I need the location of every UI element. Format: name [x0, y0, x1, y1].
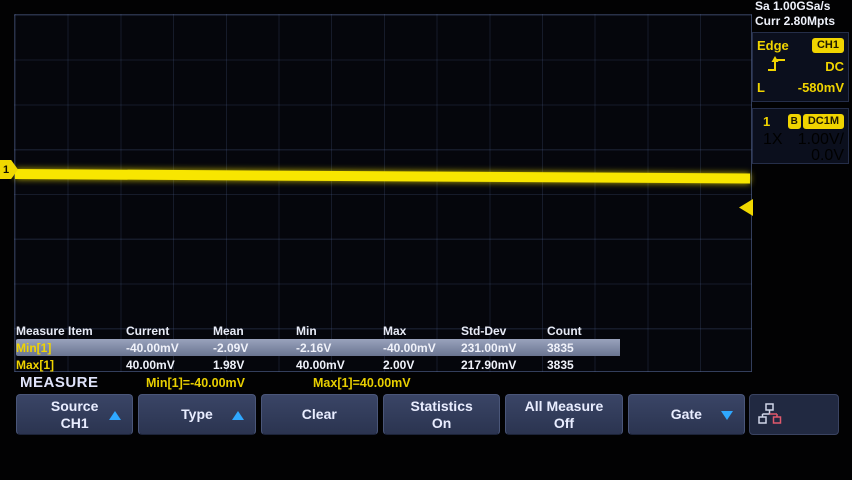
cell-count: 3835 — [547, 340, 574, 355]
col-current: Current — [126, 323, 170, 338]
cell-min: 40.00mV — [296, 357, 345, 372]
col-mean: Mean — [213, 323, 244, 338]
bandwidth-limit-badge: B — [787, 114, 801, 129]
trigger-level-value: -580mV — [797, 80, 844, 95]
gate-button[interactable]: Gate — [627, 394, 745, 435]
channel1-status-panel[interactable]: 1 B DC1M 1X 1.00V/ 0.0V — [752, 108, 849, 164]
softkey-menu-row: Source CH1 Type Clear Statistics On All … — [16, 394, 745, 435]
button-value: CH1 — [60, 414, 89, 431]
down-arrow-icon — [720, 410, 733, 420]
type-button[interactable]: Type — [138, 394, 256, 435]
sample-rate-readout: Sa 1.00GSa/s — [755, 0, 831, 13]
cell-stddev: 231.00mV — [461, 340, 517, 355]
volts-per-div-readout: 1.00V/ — [797, 131, 844, 148]
button-label: Type — [181, 406, 213, 423]
cell-stddev: 217.90mV — [461, 357, 517, 372]
table-row-min1[interactable]: Min[1] -40.00mV -2.09V -2.16V -40.00mV 2… — [16, 339, 750, 356]
waveform-graticule — [14, 14, 752, 372]
cell-mean: 1.98V — [213, 357, 245, 372]
trigger-coupling-label: DC — [825, 59, 844, 74]
channel-coupling-badge: DC1M — [802, 114, 844, 129]
button-label: Source — [50, 397, 99, 414]
col-max: Max — [383, 323, 407, 338]
measure-menu-bar: MEASURE Min[1]=-40.00mV Max[1]=40.00mV — [16, 374, 750, 393]
up-arrow-icon — [231, 410, 244, 420]
cell-max: -40.00mV — [383, 340, 436, 355]
button-value: Off — [553, 414, 575, 431]
button-label: Statistics — [410, 397, 473, 414]
source-button[interactable]: Source CH1 — [16, 394, 134, 435]
row-label: Min[1] — [16, 340, 52, 355]
table-row-max1[interactable]: Max[1] 40.00mV 1.98V 40.00mV 2.00V 217.9… — [16, 356, 750, 373]
clear-button[interactable]: Clear — [260, 394, 378, 435]
measure-summary-max: Max[1]=40.00mV — [313, 376, 411, 390]
table-header-row: Measure Item Current Mean Min Max Std-De… — [16, 322, 750, 339]
measure-summary-min: Min[1]=-40.00mV — [146, 376, 245, 390]
measure-statistics-table: Measure Item Current Mean Min Max Std-De… — [16, 322, 750, 373]
up-arrow-icon — [109, 410, 122, 420]
channel-offset-readout: 0.0V — [811, 146, 844, 164]
button-value: On — [431, 414, 452, 431]
statistics-button[interactable]: Statistics On — [382, 394, 501, 435]
trigger-status-panel[interactable]: Edge CH1 DC L -580mV — [752, 32, 849, 102]
button-label: Clear — [301, 406, 337, 423]
cell-mean: -2.09V — [213, 340, 249, 355]
trigger-level-label: L — [757, 80, 765, 95]
cell-current: -40.00mV — [126, 340, 179, 355]
ch1-position-marker[interactable]: 1 — [0, 160, 18, 179]
rising-edge-icon — [767, 55, 787, 78]
button-label: All Measure — [524, 397, 604, 414]
cell-min: -2.16V — [296, 340, 332, 355]
col-count: Count — [547, 323, 582, 338]
col-min: Min — [296, 323, 317, 338]
cell-count: 3835 — [547, 357, 574, 372]
col-stddev: Std-Dev — [461, 323, 507, 338]
button-label: Gate — [670, 406, 702, 423]
cell-max: 2.00V — [383, 357, 415, 372]
channel-number-label: 1 — [763, 114, 771, 129]
memory-depth-readout: Curr 2.80Mpts — [755, 14, 836, 28]
menu-tree-icon — [758, 403, 782, 424]
menu-title: MEASURE — [20, 374, 99, 391]
row-label: Max[1] — [16, 357, 55, 372]
trigger-source-badge: CH1 — [811, 38, 844, 53]
col-measure-item: Measure Item — [16, 323, 93, 338]
menu-tree-button[interactable] — [749, 394, 839, 435]
cell-current: 40.00mV — [126, 357, 175, 372]
all-measure-button[interactable]: All Measure Off — [505, 394, 623, 435]
trigger-type-label: Edge — [757, 38, 789, 53]
probe-attenuation-label: 1X — [763, 131, 783, 148]
